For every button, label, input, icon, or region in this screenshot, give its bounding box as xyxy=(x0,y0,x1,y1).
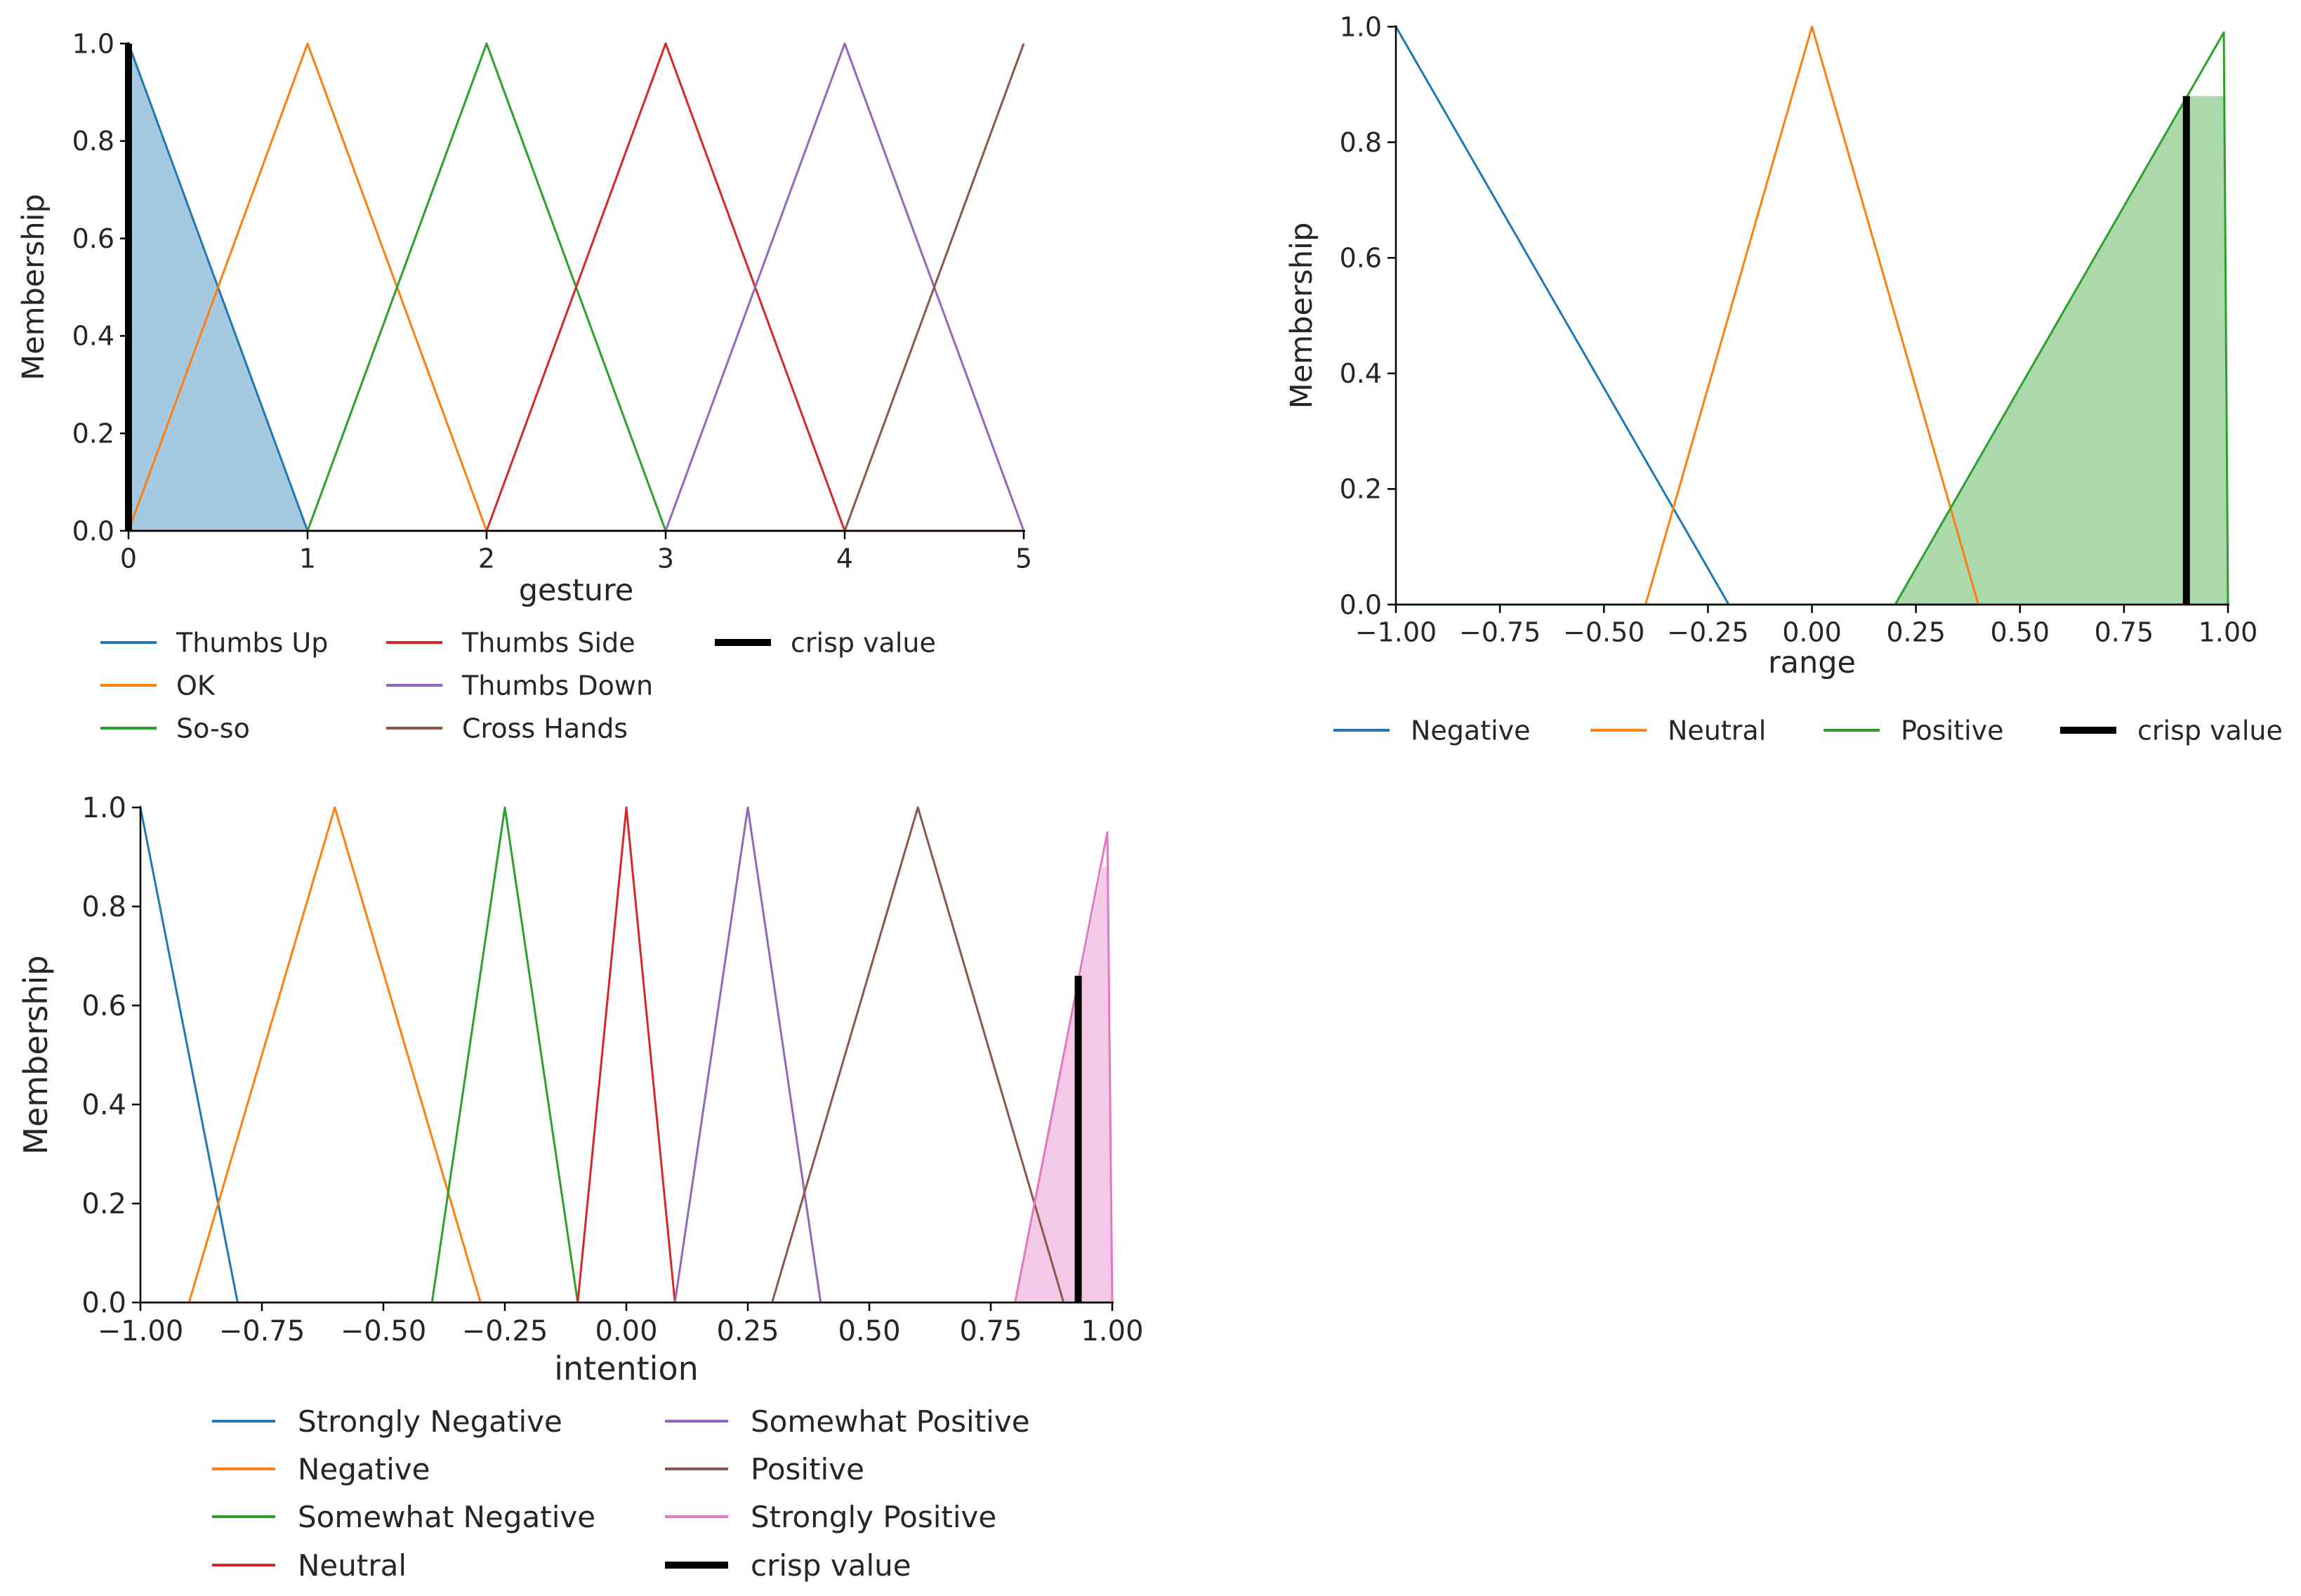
intention-y-tick-label: 0.8 xyxy=(81,891,126,923)
range-x-tick-label: 1.00 xyxy=(2198,616,2258,647)
intention-x-tick-label: −0.75 xyxy=(219,1315,305,1347)
gesture-x-tick-label: 2 xyxy=(478,543,495,574)
intention-legend-label: Strongly Positive xyxy=(751,1500,996,1534)
range-legend: Negative Neutral Positive crisp value xyxy=(1333,715,2283,746)
intention-y-tick-label: 0.0 xyxy=(81,1287,126,1319)
intention-series-somewhat-positive xyxy=(140,806,1112,1304)
intention-chart: −1.00 −0.75 −0.50 −0.25 0.00 0.25 0.50 0.75 1.00… xyxy=(17,792,1144,1583)
range-y-axis-label: Membership xyxy=(1284,223,1319,409)
intention-legend-label: Positive xyxy=(751,1452,864,1486)
range-x-tick-label: −0.75 xyxy=(1459,616,1541,647)
intention-x-tick-label: 0.75 xyxy=(959,1315,1022,1347)
intention-legend: Strongly Negative Negative Somewhat Negati… xyxy=(212,1404,1030,1583)
range-fill-area xyxy=(1895,95,2228,605)
intention-x-tick-label: −0.50 xyxy=(341,1315,427,1347)
range-legend-label: Negative xyxy=(1411,715,1531,746)
intention-legend-label: Negative xyxy=(298,1452,430,1486)
gesture-legend-label: Cross Hands xyxy=(462,713,628,744)
range-y-tick-label: 0.0 xyxy=(1340,589,1382,620)
range-legend-label: Positive xyxy=(1901,715,2004,746)
gesture-legend-label: crisp value xyxy=(791,628,936,659)
gesture-x-tick-label: 0 xyxy=(120,543,137,574)
gesture-y-tick-label: 0.2 xyxy=(72,418,114,449)
gesture-y-tick-label: 1.0 xyxy=(72,28,114,59)
range-x-axis-label: range xyxy=(1768,645,1856,680)
intention-x-tick-label: −0.25 xyxy=(462,1315,548,1347)
intention-x-tick-label: 1.00 xyxy=(1081,1315,1143,1347)
intention-y-tick-label: 0.2 xyxy=(81,1188,126,1220)
intention-x-tick-label: 0.00 xyxy=(595,1315,657,1347)
intention-series-strongly-positive xyxy=(140,831,1114,1304)
gesture-y-tick-label: 0.0 xyxy=(72,515,114,546)
intention-x-tick-label: 0.50 xyxy=(838,1315,900,1347)
gesture-legend-label: Thumbs Down xyxy=(461,671,653,701)
intention-y-tick-label: 0.4 xyxy=(81,1089,126,1121)
range-x-tick-label: 0.00 xyxy=(1782,616,1842,647)
range-chart: −1.00 −0.75 −0.50 −0.25 0.00 0.25 0.50 0.75 1.00… xyxy=(1284,11,2283,746)
range-legend-label: crisp value xyxy=(2137,715,2283,746)
intention-y-tick-label: 0.6 xyxy=(81,990,126,1022)
intention-legend-label: crisp value xyxy=(751,1548,911,1583)
gesture-x-tick-label: 1 xyxy=(299,543,316,574)
range-legend-label: Neutral xyxy=(1668,715,1766,746)
gesture-y-axis-label: Membership xyxy=(16,194,51,381)
gesture-legend: Thumbs Up OK So-so Thumbs Side Thumbs Down Cr… xyxy=(100,628,936,744)
range-x-tick-label: 0.25 xyxy=(1886,616,1946,647)
gesture-legend-label: Thumbs Side xyxy=(461,628,635,659)
intention-x-tick-label: −1.00 xyxy=(98,1315,184,1347)
range-x-tick-label: −0.25 xyxy=(1667,616,1748,647)
intention-series-positive xyxy=(140,806,1112,1304)
range-x-tick-label: −1.00 xyxy=(1355,616,1437,647)
range-x-tick-label: 0.75 xyxy=(2095,616,2154,647)
range-x-tick-label: −0.50 xyxy=(1563,616,1644,647)
intention-fill-area xyxy=(1015,866,1112,1302)
intention-legend-label: Strongly Negative xyxy=(298,1404,562,1439)
gesture-legend-label: OK xyxy=(176,671,216,701)
range-y-tick-label: 1.0 xyxy=(1340,11,1382,42)
gesture-y-tick-label: 0.8 xyxy=(72,126,114,157)
intention-series-neutral xyxy=(140,806,1112,1304)
range-y-tick-label: 0.2 xyxy=(1340,474,1382,505)
intention-series-somewhat-negative xyxy=(140,806,1112,1304)
range-y-tick-label: 0.8 xyxy=(1340,127,1382,158)
gesture-legend-label: So-so xyxy=(176,713,250,744)
range-y-tick-label: 0.6 xyxy=(1340,243,1382,274)
intention-y-axis-label: Membership xyxy=(17,955,55,1154)
gesture-x-tick-label: 3 xyxy=(657,543,674,574)
gesture-x-tick-label: 5 xyxy=(1015,543,1032,574)
intention-legend-label: Somewhat Negative xyxy=(298,1500,595,1534)
gesture-x-tick-label: 4 xyxy=(836,543,853,574)
intention-series-negative xyxy=(140,806,1112,1304)
gesture-legend-label: Thumbs Up xyxy=(176,628,328,659)
intention-legend-label: Neutral xyxy=(298,1548,407,1583)
range-y-tick-label: 0.4 xyxy=(1340,358,1382,389)
intention-y-tick-label: 1.0 xyxy=(81,792,126,824)
gesture-y-tick-label: 0.4 xyxy=(72,321,114,352)
intention-x-axis-label: intention xyxy=(554,1350,699,1387)
intention-series-strongly-negative xyxy=(139,807,1112,1304)
gesture-chart: 0 1 2 3 4 5 0.0 0.2 0.4 0.6 0.8 1.0 gesture Membershi… xyxy=(16,28,1032,744)
intention-x-tick-label: 0.25 xyxy=(716,1315,779,1347)
gesture-x-axis-label: gesture xyxy=(519,573,633,608)
intention-legend-label: Somewhat Positive xyxy=(751,1404,1030,1439)
gesture-y-tick-label: 0.6 xyxy=(72,223,114,254)
range-x-tick-label: 0.50 xyxy=(1990,616,2050,647)
